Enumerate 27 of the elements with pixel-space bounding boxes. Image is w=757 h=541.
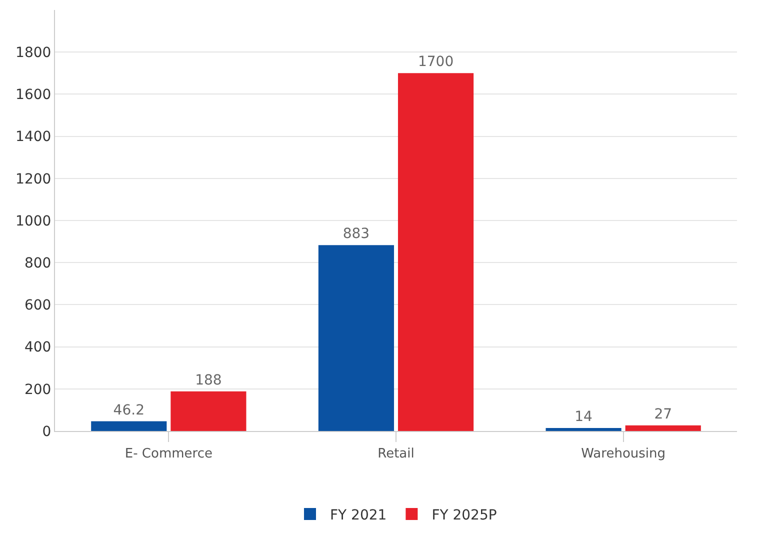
data-label: 14 <box>574 409 593 426</box>
y-tick-label: 800 <box>24 256 52 272</box>
bar <box>91 421 167 431</box>
legend-label: FY 2025P <box>432 507 497 524</box>
data-label: 46.2 <box>113 402 144 418</box>
y-tick-label: 600 <box>24 298 52 314</box>
y-tick-label: 200 <box>24 382 52 398</box>
y-tick-label: 1800 <box>16 45 52 61</box>
x-tick-label: E- Commerce <box>124 446 212 462</box>
y-tick-label: 0 <box>42 424 52 440</box>
data-label: 1700 <box>418 54 454 70</box>
y-tick-label: 400 <box>24 340 52 356</box>
y-tick-label: 1400 <box>16 129 52 146</box>
data-label: 27 <box>654 406 672 422</box>
y-tick-label: 1200 <box>16 171 52 188</box>
y-tick-label: 1000 <box>16 213 52 230</box>
bar <box>398 73 474 431</box>
bar <box>170 391 246 431</box>
bar <box>546 428 622 431</box>
bar <box>318 245 394 431</box>
bar <box>625 425 701 431</box>
legend-label: FY 2021 <box>330 507 387 524</box>
data-label: 188 <box>195 372 222 388</box>
y-tick-label: 1600 <box>16 87 52 104</box>
x-tick-label: Warehousing <box>581 446 666 462</box>
x-tick-label: Retail <box>378 446 414 462</box>
data-label: 883 <box>342 226 370 242</box>
